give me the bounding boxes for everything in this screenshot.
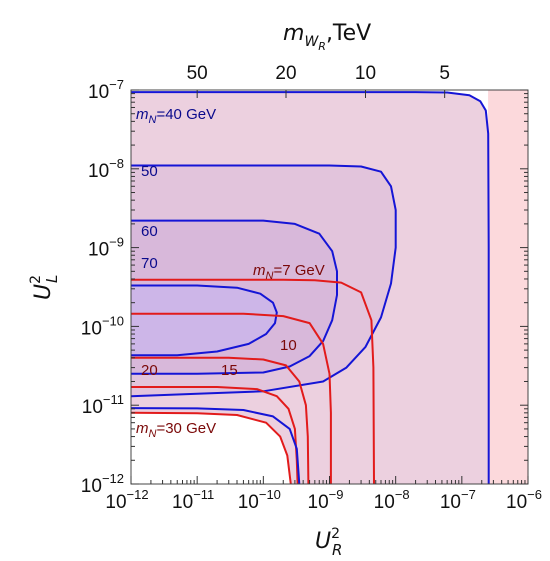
annotation-l60: 60	[141, 223, 158, 240]
curve-2	[131, 219, 338, 375]
annotation-l30: mN=30 GeV	[136, 420, 216, 440]
curve-1	[131, 164, 397, 398]
annotation-l50: 50	[141, 163, 158, 180]
x-tick-label: 10−7	[440, 487, 476, 513]
curve-8	[131, 411, 292, 484]
x-axis-title: U2 R	[315, 526, 342, 559]
tick-labels: 10−12 10−11 10−10 10−9 10−8 10−7 10−6 10−7 10−8 1…	[81, 63, 542, 513]
top-tick-label: 20	[275, 63, 296, 84]
x-tick-label: 10−12	[105, 487, 148, 513]
x-tick-label: 10−6	[506, 487, 542, 513]
annotation-l70: 70	[141, 255, 158, 272]
x-tick-label: 10−8	[374, 487, 410, 513]
curve-9	[131, 407, 301, 484]
y-axis-title: U2L	[28, 275, 61, 300]
shaded-regions	[131, 90, 528, 484]
x-tick-label: 10−10	[238, 487, 281, 513]
curve-annotations: mN=40 GeV 50 60 70 mN=7 GeV 10 15 20 mN=30 GeV	[136, 106, 325, 440]
x-tick-label: 10−11	[172, 487, 214, 513]
annotation-l10: 10	[280, 337, 297, 354]
curve-6	[131, 356, 310, 484]
x-tick-label: 10−9	[308, 487, 344, 513]
top-axis-title: mWR,TeV	[283, 21, 371, 53]
excluded-region-overlay	[488, 90, 528, 484]
annotation-l20: 20	[141, 362, 158, 379]
top-tick-label: 50	[187, 63, 208, 84]
contour-curves	[131, 91, 490, 484]
axis-ticks	[130, 89, 529, 485]
y-tick-label: 10−7	[88, 77, 124, 103]
top-tick-label: 5	[439, 63, 450, 84]
y-tick-label: 10−12	[81, 471, 124, 497]
y-tick-label: 10−8	[88, 156, 124, 182]
top-tick-label: 10	[355, 63, 376, 84]
annotation-l40: mN=40 GeV	[136, 106, 216, 126]
unshaded-region	[131, 412, 291, 484]
curve-3	[131, 284, 278, 357]
curve-5	[131, 312, 332, 484]
annotation-l7: mN=7 GeV	[253, 262, 325, 282]
y-tick-label: 10−11	[82, 392, 124, 418]
contour-70-fill	[131, 285, 277, 356]
curve-4	[131, 278, 375, 484]
y-tick-label: 10−9	[88, 235, 124, 261]
curve-0	[131, 91, 490, 484]
y-tick-label: 10−10	[81, 313, 124, 339]
annotation-l15: 15	[221, 362, 238, 379]
